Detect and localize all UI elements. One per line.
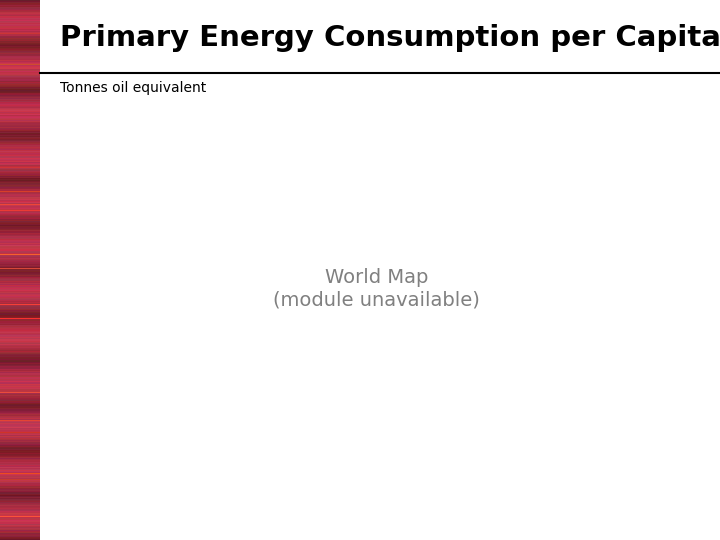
- Text: World Map
(module unavailable): World Map (module unavailable): [273, 268, 480, 309]
- Text: Tonnes oil equivalent: Tonnes oil equivalent: [60, 81, 206, 95]
- Text: Primary Energy Consumption per Capita: Primary Energy Consumption per Capita: [60, 24, 720, 52]
